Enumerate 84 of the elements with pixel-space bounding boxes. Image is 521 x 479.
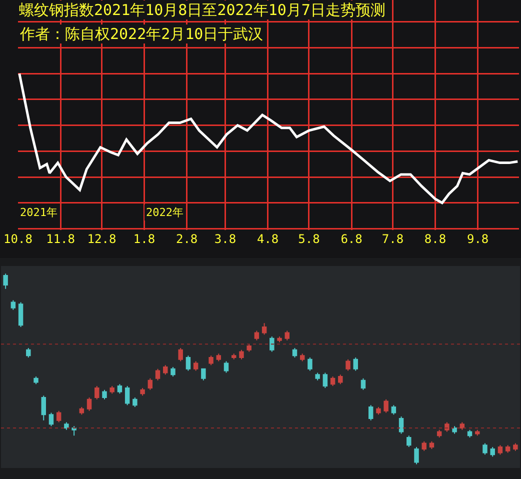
candlestick <box>414 446 419 465</box>
candlestick <box>452 426 457 434</box>
candlestick <box>346 358 350 372</box>
candlestick <box>315 372 320 381</box>
candlestick <box>224 360 229 374</box>
x-tick-label: 12.8 <box>87 232 116 246</box>
candlestick <box>216 353 222 362</box>
candlestick <box>429 440 434 450</box>
candlestick <box>201 368 206 381</box>
candlestick <box>117 384 122 394</box>
candlestick <box>72 426 76 436</box>
candlestick <box>384 398 388 414</box>
candlestick <box>170 366 176 378</box>
candlestick <box>460 422 465 430</box>
candlestick <box>102 389 107 400</box>
candlestick <box>86 396 92 412</box>
candlestick <box>490 446 495 458</box>
candlestick <box>422 440 426 452</box>
candlestick <box>330 376 336 387</box>
candlestick <box>10 300 16 310</box>
candlestick <box>94 386 100 400</box>
candlestick <box>270 336 274 352</box>
candlestick <box>18 302 24 328</box>
x-tick-label: 4.8 <box>256 232 279 246</box>
x-tick-label: 6.8 <box>340 232 362 246</box>
candlestick <box>155 368 160 381</box>
candlestick <box>436 429 442 438</box>
candlestick <box>498 444 503 456</box>
candlestick <box>26 347 31 358</box>
candlestick <box>3 273 8 290</box>
candlestick <box>475 429 480 436</box>
candlestick <box>178 347 183 362</box>
candlestick <box>360 378 366 390</box>
candlestick <box>376 406 381 416</box>
candlestick <box>308 356 312 372</box>
candlestick <box>163 364 168 376</box>
candlestick <box>300 353 305 362</box>
chart-subtitle: 作者：陈自权2022年2月10日于武汉 <box>19 25 264 43</box>
text: 2021年 <box>20 206 58 219</box>
candlestick <box>482 442 488 456</box>
candlestick <box>322 372 328 388</box>
candlestick <box>56 410 62 423</box>
x-tick-label: 1.8 <box>133 232 156 246</box>
candlestick <box>292 347 298 358</box>
candlestick <box>232 353 236 360</box>
candlestick <box>368 404 374 421</box>
candlestick <box>79 406 84 416</box>
candlestick <box>34 376 38 385</box>
x-tick-label: 9.8 <box>466 232 489 246</box>
candlestick <box>132 396 138 408</box>
candlestick <box>48 412 54 427</box>
x-tick-label: 8.8 <box>424 232 446 246</box>
candlestick <box>41 395 46 421</box>
x-tick-label: 10.8 <box>4 232 32 246</box>
candlestick <box>110 386 114 394</box>
x-tick-label: 2.8 <box>176 232 198 246</box>
candlestick <box>391 404 396 416</box>
candlestick <box>208 355 214 366</box>
candlestick <box>254 330 260 341</box>
candlestick <box>262 322 267 336</box>
candlestick <box>398 416 404 434</box>
candlestick <box>353 356 358 372</box>
candlestick <box>124 386 130 406</box>
chart-title: 螺纹钢指数2021年10月8日至2022年10月7日走势预测 <box>19 1 386 19</box>
text: 2022年 <box>146 206 184 219</box>
candlestick <box>246 344 252 352</box>
x-tick-label: 11.8 <box>46 232 76 246</box>
candlestick <box>406 435 412 448</box>
candlestick <box>467 429 472 438</box>
candlestick <box>148 378 153 390</box>
x-tick-label: 3.8 <box>214 232 236 246</box>
candlestick <box>284 330 290 341</box>
candlestick <box>193 360 198 372</box>
candlestick <box>64 422 69 430</box>
candlestick <box>505 444 510 454</box>
candlestick <box>277 336 282 343</box>
candlestick <box>513 442 518 452</box>
candlestick <box>338 374 343 385</box>
candlestick <box>186 355 191 372</box>
candlestick <box>140 387 145 396</box>
x-tick-label: 7.8 <box>382 232 404 246</box>
candlestick <box>444 422 450 432</box>
candlestick <box>239 349 244 360</box>
x-tick-label: 5.8 <box>298 232 320 246</box>
